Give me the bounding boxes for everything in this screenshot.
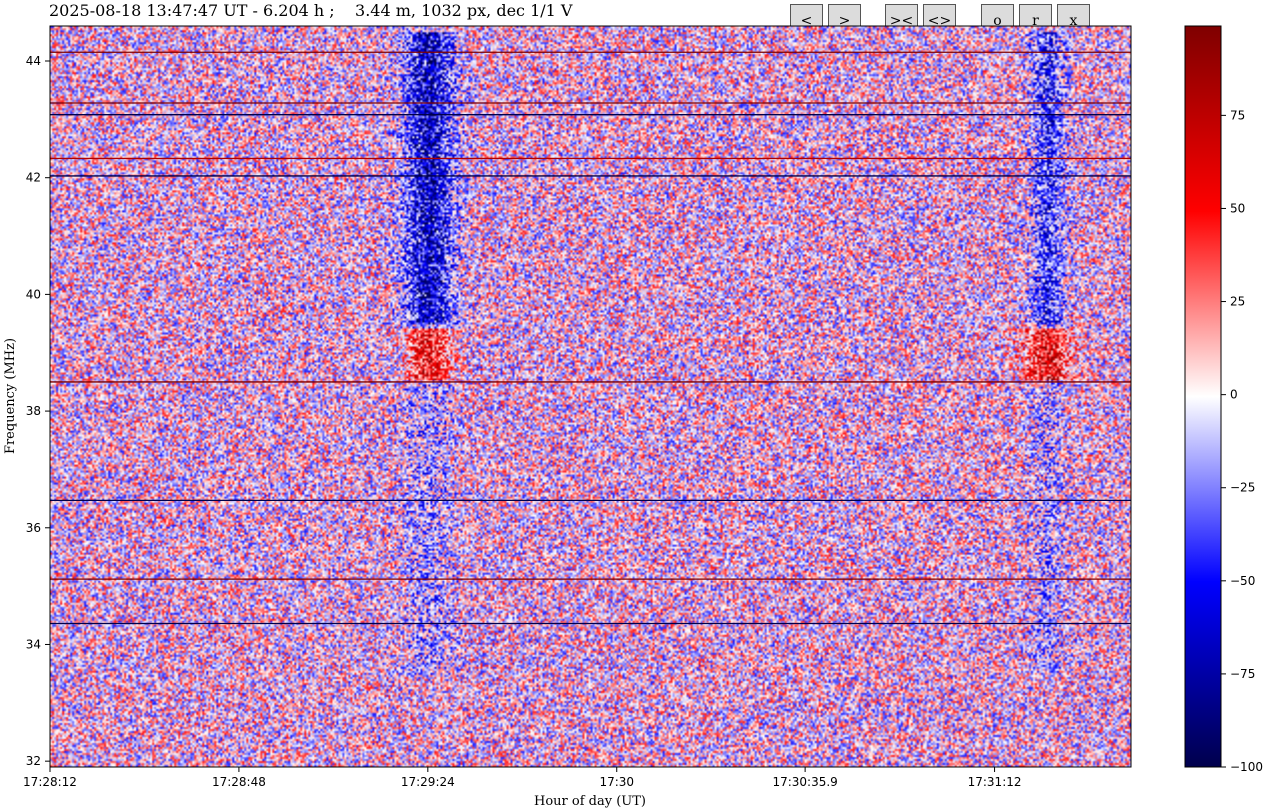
y-tick-label: 40 <box>26 287 41 301</box>
spectrogram-heatmap <box>50 26 1131 767</box>
y-tick-label: 34 <box>26 637 41 651</box>
heatmap-feature-lines <box>50 51 1131 625</box>
colorbar-axis: 75 50 25 0 −25 −50 −75 −100 <box>1221 108 1263 774</box>
x-axis: 17:28:12 17:28:48 17:29:24 17:30 17:30:35.9 1… <box>23 767 1022 789</box>
x-tick-label: 17:30 <box>599 775 634 789</box>
y-tick-label: 44 <box>26 54 41 68</box>
colorbar-tick-label: 50 <box>1230 201 1245 215</box>
x-tick-label: 17:31:12 <box>968 775 1022 789</box>
colorbar-tick-label: 25 <box>1230 295 1245 309</box>
colorbar-tick-label: 0 <box>1230 388 1238 402</box>
x-axis-label: Hour of day (UT) <box>534 794 646 809</box>
y-tick-label: 32 <box>26 754 41 768</box>
y-tick-label: 42 <box>26 171 41 185</box>
colorbar-tick-label: 75 <box>1230 108 1245 122</box>
colorbar-tick-label: −25 <box>1230 481 1255 495</box>
colorbar-tick-label: −50 <box>1230 574 1255 588</box>
colorbar-tick-label: −75 <box>1230 667 1255 681</box>
y-axis-label: Frequency (MHz) <box>3 338 18 454</box>
colorbar-frame <box>1184 25 1222 768</box>
y-axis: 32 34 36 38 40 42 44 <box>26 54 50 768</box>
colorbar-tick-label: −100 <box>1230 760 1263 774</box>
colorbar <box>1185 26 1221 767</box>
plot-frame <box>49 25 1132 768</box>
plot-title: 2025-08-18 13:47:47 UT - 6.204 h ; 3.44 … <box>49 1 573 20</box>
y-tick-label: 38 <box>26 404 41 418</box>
y-tick-label: 36 <box>26 521 41 535</box>
x-tick-label: 17:30:35.9 <box>772 775 837 789</box>
x-tick-label: 17:28:12 <box>23 775 77 789</box>
x-tick-label: 17:28:48 <box>212 775 266 789</box>
zoom-out-button[interactable]: <> <box>923 4 956 37</box>
x-tick-label: 17:29:24 <box>401 775 455 789</box>
